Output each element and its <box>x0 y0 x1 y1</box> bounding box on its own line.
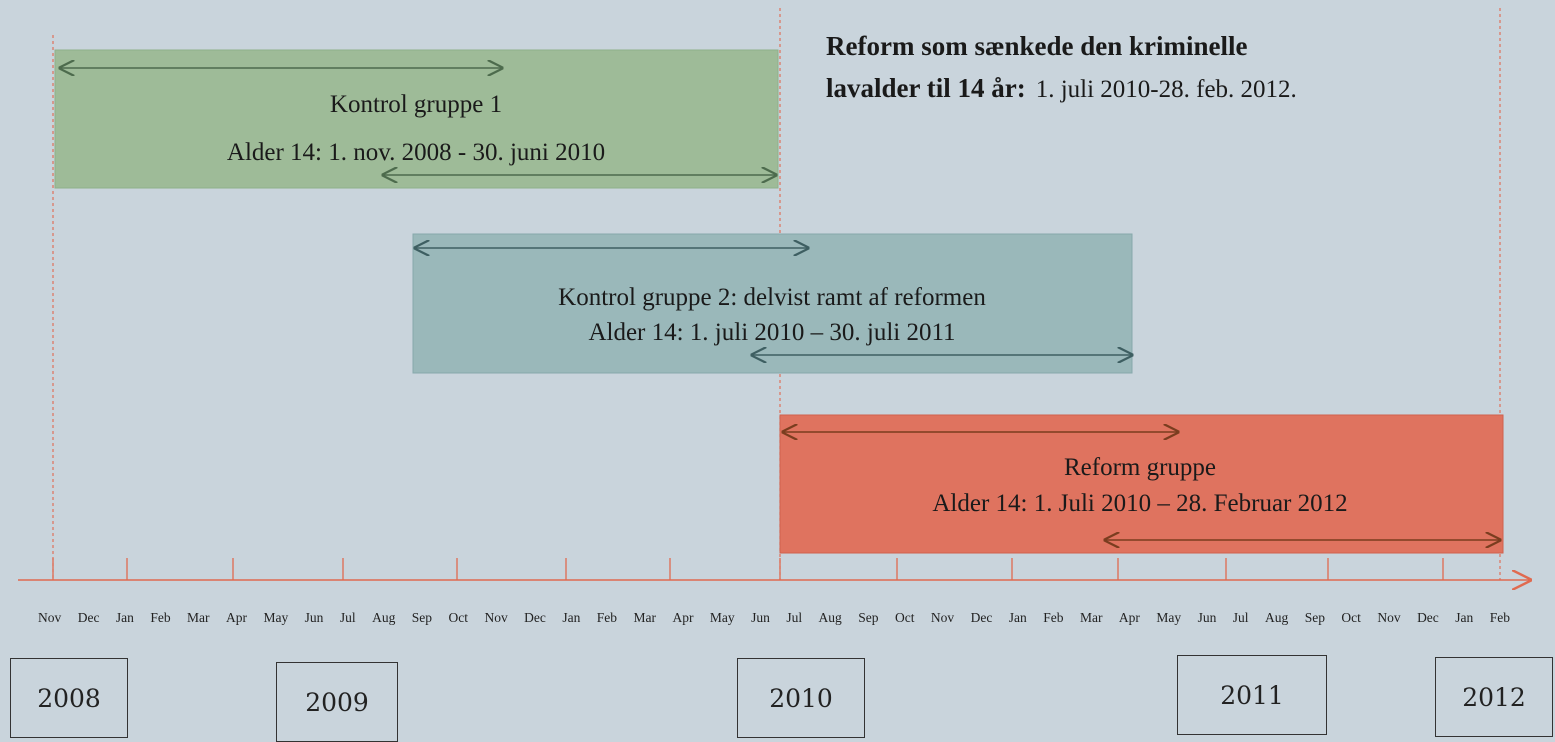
month-label: Feb <box>1043 610 1064 625</box>
month-labels: Nov Dec Jan Feb Mar Apr May Jun Jul Aug Sep Oct Nov D… <box>38 610 1510 626</box>
year-box: 2009 <box>276 662 398 742</box>
month-label: Jun <box>304 610 324 625</box>
month-label: Jan <box>1008 610 1027 625</box>
month-label: Aug <box>818 610 842 625</box>
month-label: Feb <box>150 610 171 625</box>
group-box <box>54 49 779 189</box>
month-label: Dec <box>970 610 993 625</box>
month-label: Jan <box>1455 610 1474 625</box>
title: Reform som sænkede den kriminelle <box>826 31 1247 61</box>
month-label: Nov <box>930 610 955 625</box>
month-label: Mar <box>1079 610 1103 625</box>
month-label: May <box>1156 610 1182 625</box>
group-name: Kontrol gruppe 2: delvist ramt af reform… <box>558 284 986 311</box>
month-label: Jan <box>115 610 134 625</box>
month-label: Nov <box>38 610 62 625</box>
month-label: Jun <box>751 610 770 625</box>
year-box: 2008 <box>10 658 128 738</box>
month-label: Jul <box>339 610 356 625</box>
month-label: Oct <box>1341 610 1361 625</box>
month-label: Aug <box>1265 610 1289 625</box>
month-label: Dec <box>1417 610 1439 625</box>
month-label: Jul <box>1232 610 1249 625</box>
month-label: Oct <box>448 610 469 625</box>
month-label: Apr <box>226 610 247 625</box>
month-label: May <box>263 610 289 625</box>
year-box: 2011 <box>1177 655 1327 735</box>
group-name: Reform gruppe <box>1064 454 1216 481</box>
group-name: Kontrol gruppe 1 <box>330 91 502 118</box>
month-label: Sep <box>858 610 879 625</box>
group-period: Alder 14: 1. nov. 2008 - 30. juni 2010 <box>227 139 605 166</box>
month-label: Jan <box>562 610 581 625</box>
month-label: Sep <box>1304 610 1325 625</box>
month-label: Dec <box>77 610 100 625</box>
month-label: Feb <box>1489 610 1510 625</box>
month-label: Dec <box>524 610 546 625</box>
month-label: Feb <box>596 610 618 625</box>
axis-ticks <box>52 558 1444 580</box>
month-label: Nov <box>484 610 508 625</box>
month-label: Sep <box>411 610 433 625</box>
title: lavalder til 14 år: 1. juli 2010-28. feb.… <box>826 73 1297 103</box>
title: lavalder til 14 år: <box>826 73 1026 103</box>
month-label: Mar <box>187 610 210 625</box>
month-label: Apr <box>1118 610 1140 625</box>
month-label: Oct <box>894 610 915 625</box>
month-label: Mar <box>633 610 657 625</box>
group-box <box>779 414 1504 554</box>
title-period: 1. juli 2010-28. feb. 2012. <box>1036 76 1297 103</box>
month-label: Aug <box>372 610 396 625</box>
month-label: Apr <box>672 610 694 625</box>
group-period: Alder 14: 1. Juli 2010 – 28. Februar 201… <box>932 490 1347 517</box>
month-label: Nov <box>1377 610 1401 625</box>
month-label: Jul <box>786 610 803 625</box>
month-label: May <box>709 610 735 625</box>
year-box: 2010 <box>737 658 865 738</box>
year-box: 2012 <box>1435 657 1553 737</box>
month-label: Jun <box>1197 610 1217 625</box>
group-period: Alder 14: 1. juli 2010 – 30. juli 2011 <box>588 319 955 346</box>
